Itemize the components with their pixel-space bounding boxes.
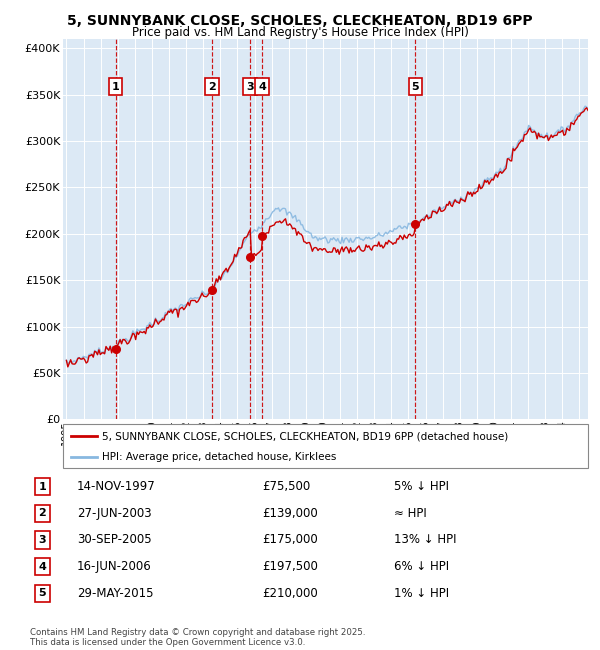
Text: 5% ↓ HPI: 5% ↓ HPI (394, 480, 449, 493)
Text: Contains HM Land Registry data © Crown copyright and database right 2025.
This d: Contains HM Land Registry data © Crown c… (30, 628, 365, 647)
Text: 5, SUNNYBANK CLOSE, SCHOLES, CLECKHEATON, BD19 6PP: 5, SUNNYBANK CLOSE, SCHOLES, CLECKHEATON… (67, 14, 533, 29)
Text: 3: 3 (247, 81, 254, 92)
Text: £175,000: £175,000 (262, 534, 317, 547)
Text: £139,000: £139,000 (262, 507, 317, 520)
Text: 4: 4 (38, 562, 46, 571)
Text: Price paid vs. HM Land Registry's House Price Index (HPI): Price paid vs. HM Land Registry's House … (131, 26, 469, 39)
Text: 6% ↓ HPI: 6% ↓ HPI (394, 560, 449, 573)
Text: 2: 2 (38, 508, 46, 518)
Text: 5: 5 (412, 81, 419, 92)
Text: 4: 4 (259, 81, 266, 92)
Text: 5, SUNNYBANK CLOSE, SCHOLES, CLECKHEATON, BD19 6PP (detached house): 5, SUNNYBANK CLOSE, SCHOLES, CLECKHEATON… (103, 431, 509, 441)
Text: 13% ↓ HPI: 13% ↓ HPI (394, 534, 457, 547)
Text: 30-SEP-2005: 30-SEP-2005 (77, 534, 152, 547)
Text: 14-NOV-1997: 14-NOV-1997 (77, 480, 155, 493)
Text: ≈ HPI: ≈ HPI (394, 507, 427, 520)
Text: 1% ↓ HPI: 1% ↓ HPI (394, 587, 449, 600)
FancyBboxPatch shape (63, 424, 588, 468)
Text: HPI: Average price, detached house, Kirklees: HPI: Average price, detached house, Kirk… (103, 452, 337, 462)
Text: 16-JUN-2006: 16-JUN-2006 (77, 560, 152, 573)
Text: 5: 5 (38, 588, 46, 598)
Text: £210,000: £210,000 (262, 587, 317, 600)
Text: 1: 1 (112, 81, 119, 92)
Text: 1: 1 (38, 482, 46, 491)
Text: 29-MAY-2015: 29-MAY-2015 (77, 587, 154, 600)
Text: 27-JUN-2003: 27-JUN-2003 (77, 507, 152, 520)
Text: £197,500: £197,500 (262, 560, 318, 573)
Text: 3: 3 (38, 535, 46, 545)
Text: £75,500: £75,500 (262, 480, 310, 493)
Text: 2: 2 (208, 81, 215, 92)
